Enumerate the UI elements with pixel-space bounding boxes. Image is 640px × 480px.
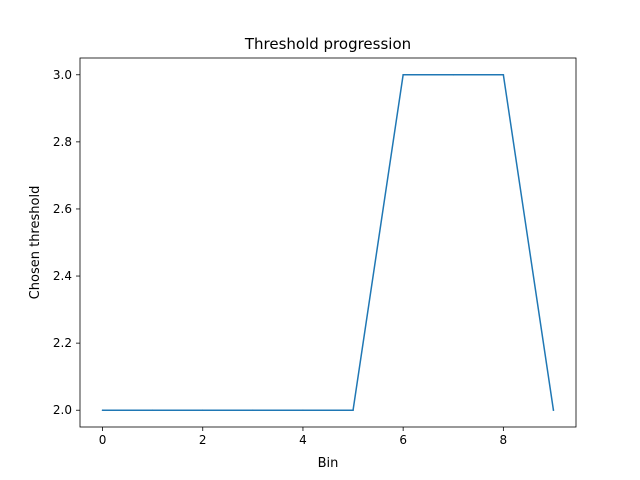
- x-tick-label: 0: [99, 433, 107, 447]
- data-point: [201, 409, 204, 412]
- y-tick-label: 2.4: [53, 269, 72, 283]
- chart-title: Threshold progression: [244, 35, 411, 53]
- x-tick-label: 4: [299, 433, 307, 447]
- data-point: [101, 409, 104, 412]
- data-point: [402, 73, 404, 76]
- data-point: [352, 409, 354, 412]
- x-axis-label: Bin: [318, 456, 339, 471]
- y-tick-label: 3.0: [53, 68, 72, 82]
- data-point: [151, 409, 154, 412]
- data-point: [452, 73, 455, 76]
- x-axis: 0 2 4 6 8: [99, 427, 507, 447]
- y-tick-label: 2.8: [53, 135, 72, 149]
- y-tick-label: 2.0: [53, 403, 72, 417]
- y-tick-label: 2.6: [53, 202, 72, 216]
- y-tick-label: 2.2: [53, 336, 72, 350]
- data-point: [502, 73, 505, 76]
- y-axis: 2.0 2.2 2.4 2.6 2.8 3.0: [53, 68, 80, 417]
- plot-frame: [79, 57, 577, 428]
- series-line: [102, 74, 555, 411]
- x-tick-label: 6: [399, 433, 407, 447]
- y-axis-label: Chosen threshold: [28, 186, 43, 300]
- data-point: [302, 409, 304, 412]
- x-tick-label: 2: [199, 433, 207, 447]
- plot-area: [101, 73, 555, 412]
- x-tick-label: 8: [500, 433, 508, 447]
- data-point: [252, 409, 254, 412]
- data-point: [552, 409, 555, 412]
